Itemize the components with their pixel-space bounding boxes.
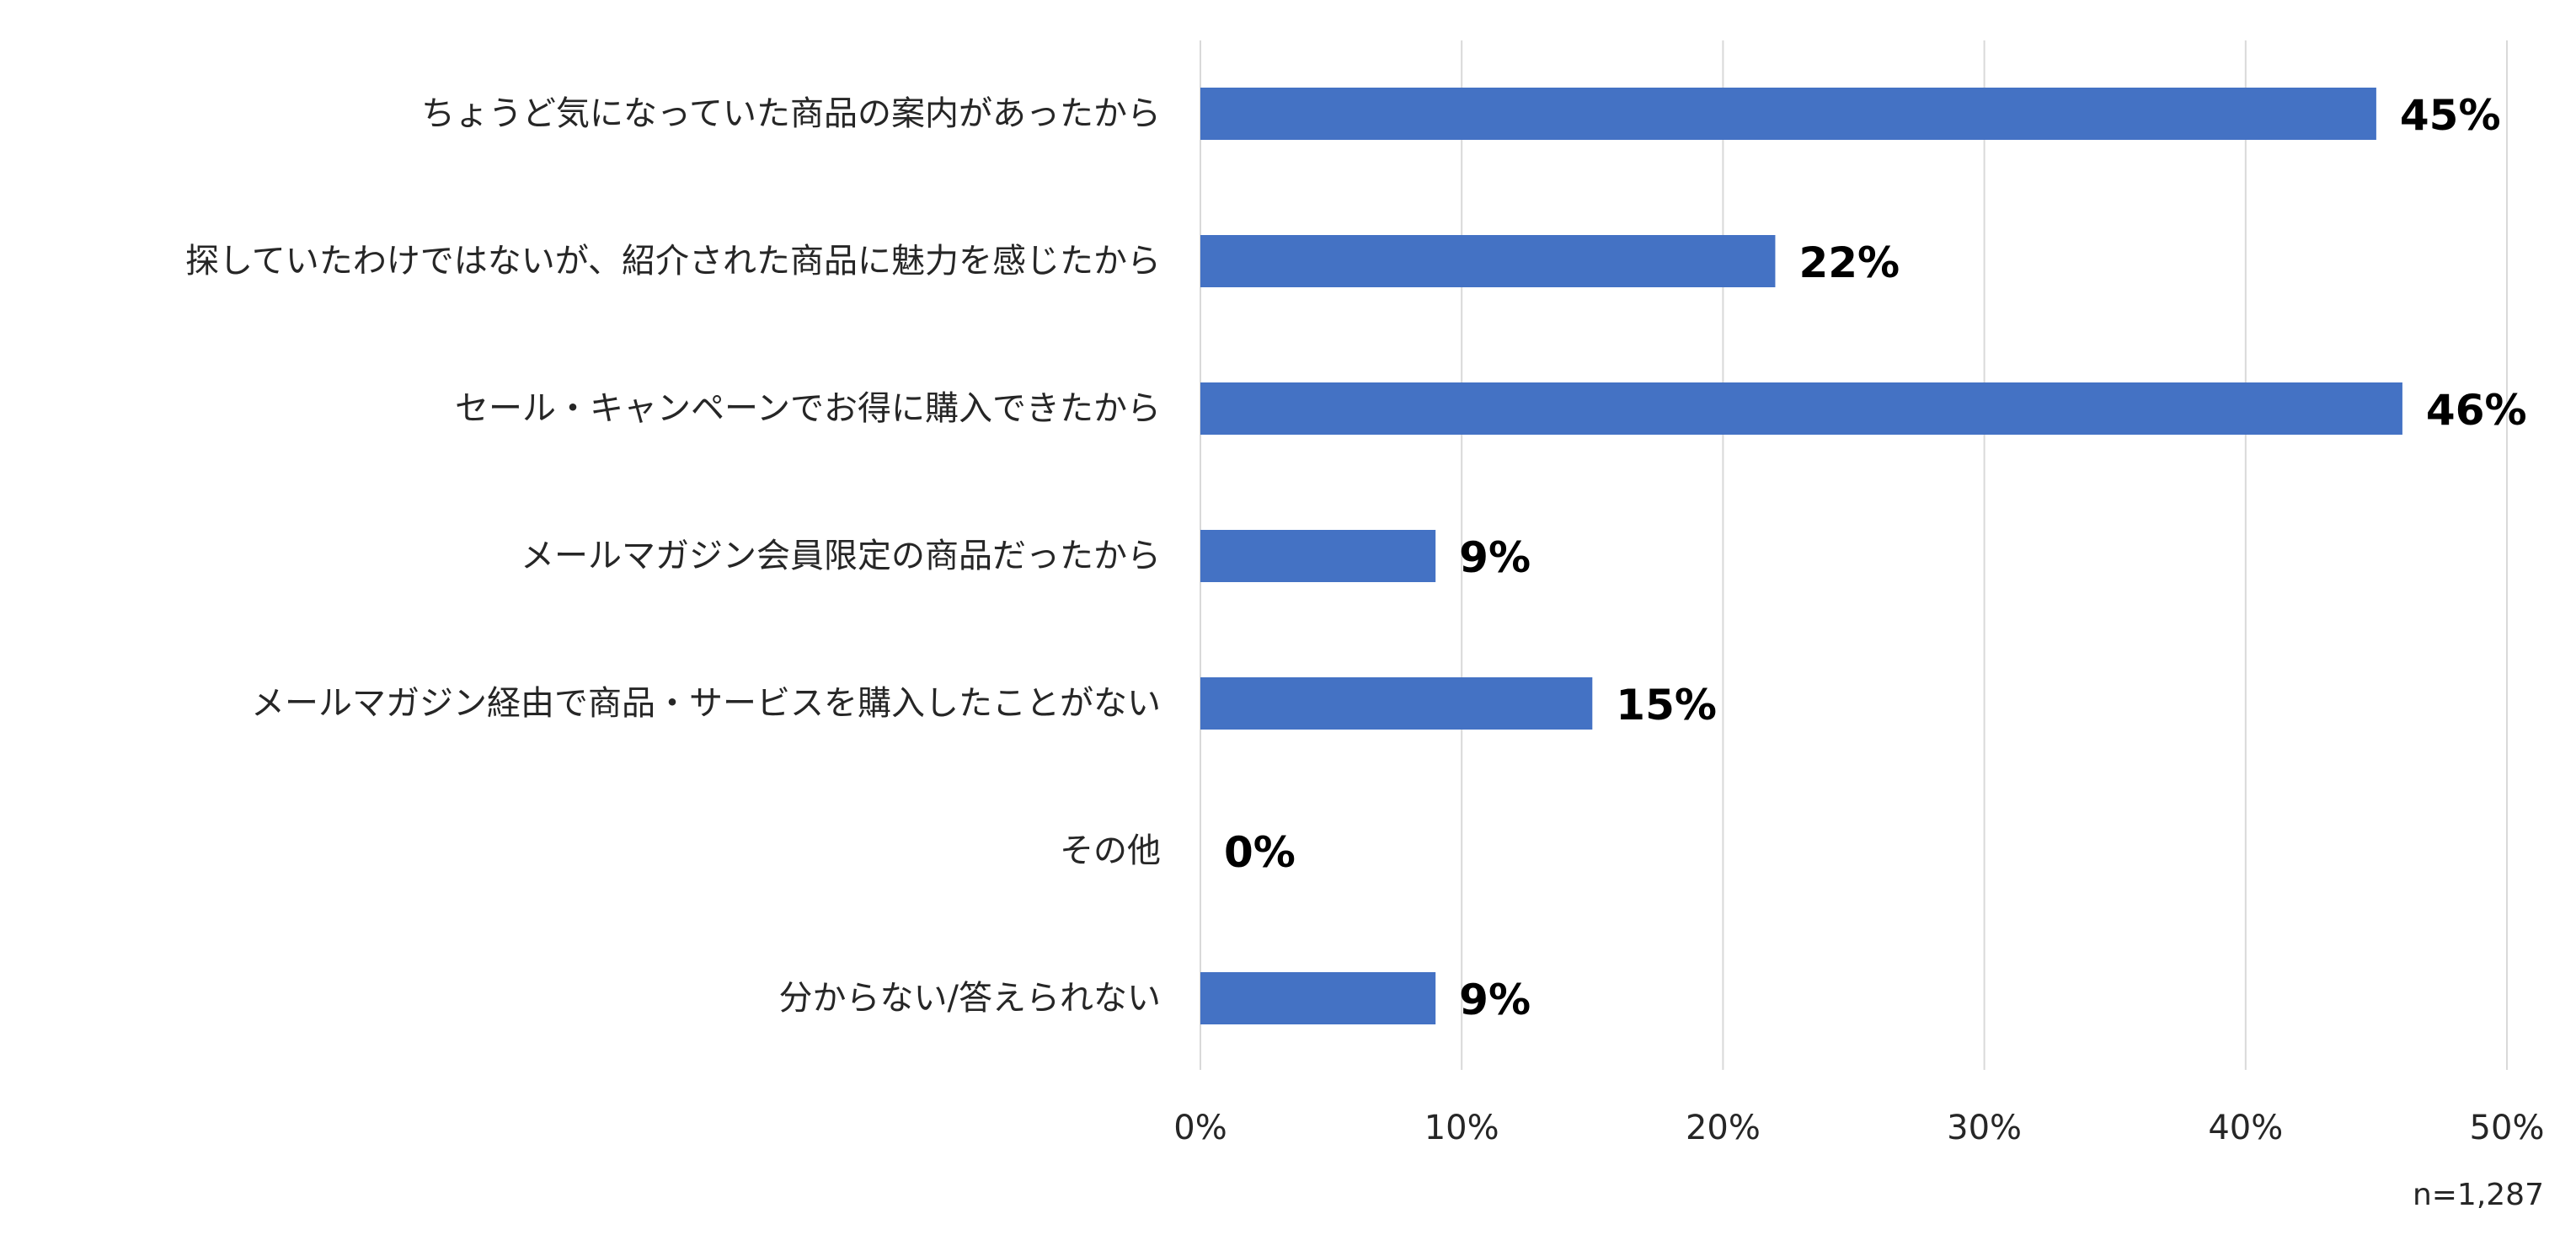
value-label-1: 22% [1798, 238, 1900, 287]
bars [1200, 88, 2402, 1024]
value-label-3: 9% [1459, 533, 1531, 582]
category-label-2: セール・キャンペーンでお得に購入できたから [455, 389, 1161, 428]
sample-size-note: n=1,287 [2413, 1178, 2544, 1212]
x-axis-tick-labels: 0% 10% 20% 30% 40% 50% [1173, 1109, 2544, 1147]
category-label-0: ちょうど気になっていた商品の案内があったから [421, 94, 1161, 133]
bar-3 [1200, 530, 1436, 582]
category-label-6: 分からない/答えられない [779, 979, 1161, 1018]
x-tick-label-20: 20% [1686, 1109, 1761, 1147]
value-label-0: 45% [2400, 91, 2501, 140]
bar-2 [1200, 382, 2402, 435]
value-label-2: 46% [2426, 386, 2527, 435]
category-label-5: その他 [1060, 831, 1161, 870]
bar-1 [1200, 235, 1776, 287]
category-label-1: 探していたわけではないが、紹介された商品に魅力を感じたから [185, 242, 1161, 281]
value-label-4: 15% [1616, 681, 1717, 730]
x-tick-label-10: 10% [1424, 1109, 1499, 1147]
bar-0 [1200, 88, 2376, 140]
value-labels: 45% 22% 46% 9% 15% 0% 9% [1224, 91, 2527, 1024]
x-tick-label-30: 30% [1947, 1109, 2022, 1147]
x-tick-label-0: 0% [1173, 1109, 1227, 1147]
bar-4 [1200, 677, 1593, 730]
bar-6 [1200, 972, 1436, 1024]
value-label-5: 0% [1224, 828, 1296, 877]
category-label-4: メールマガジン経由で商品・サービスを購入したことがない [251, 684, 1161, 723]
x-tick-label-50: 50% [2470, 1109, 2545, 1147]
category-labels: ちょうど気になっていた商品の案内があったから探していたわけではないが、紹介された… [185, 94, 1161, 1018]
x-tick-label-40: 40% [2208, 1109, 2283, 1147]
category-label-3: メールマガジン会員限定の商品だったから [521, 537, 1161, 575]
gridlines [1200, 40, 2508, 1070]
value-label-6: 9% [1459, 976, 1531, 1024]
